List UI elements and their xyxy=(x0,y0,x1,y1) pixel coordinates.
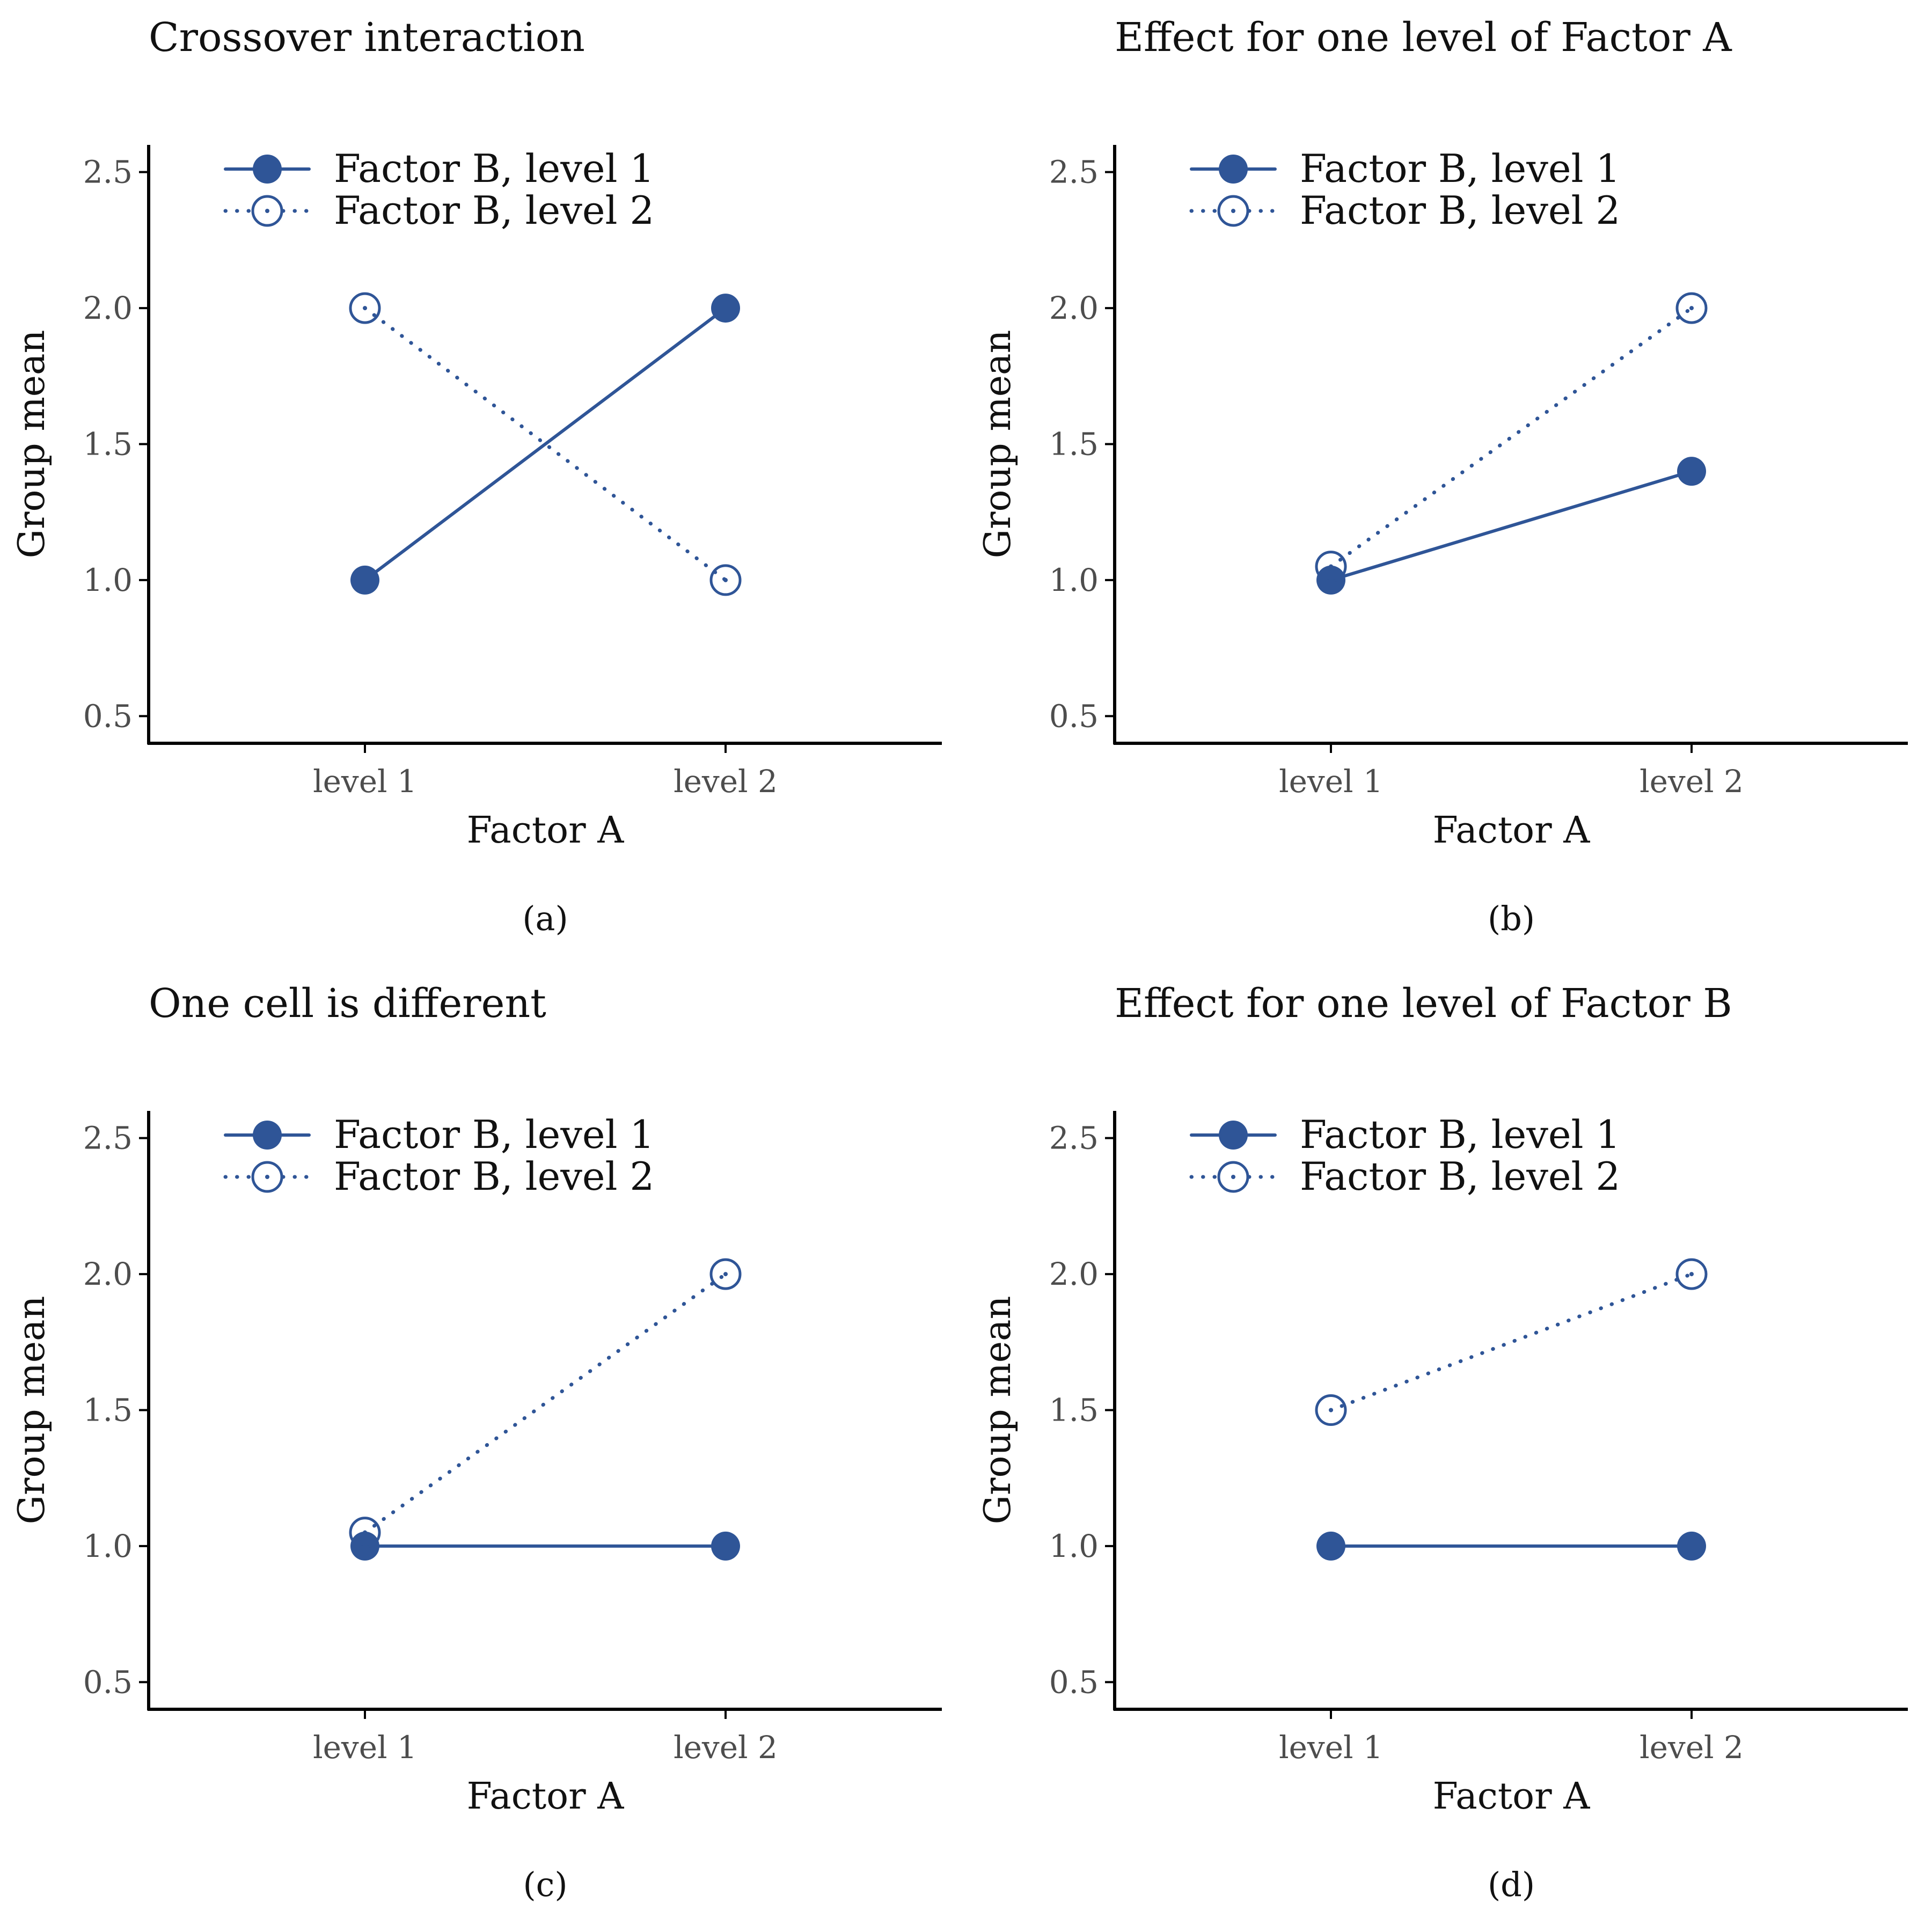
chart-panel-c: One cell is different 0.5 1.0 1.5 2.0 2.5 leve… xyxy=(0,966,966,1932)
x-tick-label: level 2 xyxy=(1640,763,1744,800)
series-line-2 xyxy=(1329,1272,1694,1412)
data-point-b2 xyxy=(1675,292,1708,324)
y-tick-label: 1.5 xyxy=(1049,1392,1099,1429)
y-tick-label: 0.5 xyxy=(1049,1664,1099,1700)
legend-label: Factor B, level 2 xyxy=(334,188,654,233)
y-tick-label: 2.0 xyxy=(83,290,133,326)
chart-svg: One cell is different 0.5 1.0 1.5 2.0 2.5 leve… xyxy=(11,980,942,1904)
x-tick-label: level 2 xyxy=(674,763,778,800)
series-line-2 xyxy=(1329,306,1694,569)
x-axis-title: Factor A xyxy=(1433,809,1591,852)
x-axis-title: Factor A xyxy=(467,809,625,852)
y-tick-label: 1.5 xyxy=(83,426,133,463)
x-axis-title: Factor A xyxy=(1433,1775,1591,1818)
chart-title: One cell is different xyxy=(149,980,546,1027)
data-point-b1 xyxy=(711,1531,740,1561)
y-tick-label: 2.0 xyxy=(1049,290,1099,326)
legend-label: Factor B, level 1 xyxy=(1300,1112,1620,1157)
series-line-1 xyxy=(1329,470,1693,582)
chart-panel-d: Effect for one level of Factor B 0.5 1.0 1.… xyxy=(966,966,1932,1932)
data-point-b2-center xyxy=(723,577,728,582)
chart-panel-b: Effect for one level of Factor A 0.5 1.0 1.… xyxy=(966,0,1932,966)
legend-marker-center xyxy=(265,1175,269,1179)
y-tick-label: 1.0 xyxy=(1049,562,1099,598)
data-point-b2-center xyxy=(723,1272,728,1277)
data-point-b2 xyxy=(1675,1258,1708,1290)
chart-title: Effect for one level of Factor A xyxy=(1115,14,1732,61)
y-tick-label: 2.5 xyxy=(1049,1120,1099,1157)
chart-title: Effect for one level of Factor B xyxy=(1115,980,1732,1027)
data-point-b1 xyxy=(350,565,379,595)
x-tick-label: level 1 xyxy=(1279,763,1383,800)
legend-label: Factor B, level 2 xyxy=(334,1154,654,1199)
data-point-b2 xyxy=(349,292,381,324)
data-point-b2-center xyxy=(1689,306,1694,311)
y-axis-title: Group mean xyxy=(11,1296,53,1525)
x-axis-title: Factor A xyxy=(467,1775,625,1818)
data-point-b2-center xyxy=(1329,1408,1333,1413)
data-point-b2-center xyxy=(363,1530,367,1535)
legend-marker-filled-icon xyxy=(1219,155,1248,184)
legend-label: Factor B, level 2 xyxy=(1300,188,1620,233)
y-tick-label: 1.5 xyxy=(83,1392,133,1429)
y-tick-label: 2.5 xyxy=(83,1120,133,1157)
legend-marker-center xyxy=(265,209,269,213)
x-tick-label: level 1 xyxy=(313,1729,417,1766)
data-point-b1 xyxy=(1677,1531,1706,1561)
series-line-2 xyxy=(363,1272,728,1535)
data-point-b2-center xyxy=(1689,1272,1694,1277)
chart-svg: Crossover interaction 0.5 1.0 1.5 2.0 2.5 leve… xyxy=(11,14,942,938)
legend-label: Factor B, level 2 xyxy=(1300,1154,1620,1199)
data-point-b2 xyxy=(1315,1394,1347,1426)
chart-svg: Effect for one level of Factor A 0.5 1.0 1.… xyxy=(977,14,1908,938)
legend-marker-filled-icon xyxy=(1219,1121,1248,1150)
y-tick-label: 2.0 xyxy=(1049,1256,1099,1292)
panel-caption: (b) xyxy=(1488,899,1535,938)
legend-label: Factor B, level 1 xyxy=(334,1112,654,1157)
series-line-1 xyxy=(363,306,727,582)
y-tick-label: 1.0 xyxy=(1049,1528,1099,1564)
panel-caption: (c) xyxy=(523,1865,567,1904)
y-tick-label: 1.5 xyxy=(1049,426,1099,463)
y-axis-title: Group mean xyxy=(977,1296,1019,1525)
data-point-b2 xyxy=(709,1258,742,1290)
y-axis-title: Group mean xyxy=(11,330,53,559)
chart-svg: Effect for one level of Factor B 0.5 1.0 1.… xyxy=(977,980,1908,1904)
data-point-b1 xyxy=(711,294,740,323)
data-point-b1 xyxy=(1316,1531,1345,1561)
chart-panel-a: Crossover interaction 0.5 1.0 1.5 2.0 2.5 leve… xyxy=(0,0,966,966)
data-point-b2 xyxy=(1315,551,1347,583)
y-tick-label: 1.0 xyxy=(83,562,133,598)
data-point-b2-center xyxy=(363,306,367,311)
data-point-b2 xyxy=(709,564,742,596)
legend-marker-center xyxy=(1231,1175,1235,1179)
x-tick-label: level 2 xyxy=(1640,1729,1744,1766)
legend-label: Factor B, level 1 xyxy=(1300,146,1620,191)
y-tick-label: 2.0 xyxy=(83,1256,133,1292)
y-tick-label: 0.5 xyxy=(1049,698,1099,734)
y-axis-title: Group mean xyxy=(977,330,1019,559)
data-point-b1 xyxy=(1677,457,1706,486)
legend-marker-center xyxy=(1231,209,1235,213)
y-tick-label: 2.5 xyxy=(83,154,133,191)
x-tick-label: level 1 xyxy=(313,763,417,800)
data-point-b2 xyxy=(349,1517,381,1549)
panel-caption: (a) xyxy=(522,899,568,938)
chart-title: Crossover interaction xyxy=(149,14,585,61)
legend-marker-filled-icon xyxy=(253,155,282,184)
y-tick-label: 0.5 xyxy=(83,698,133,734)
y-tick-label: 0.5 xyxy=(83,1664,133,1700)
y-tick-label: 1.0 xyxy=(83,1528,133,1564)
data-point-b2-center xyxy=(1329,564,1333,569)
panel-caption: (d) xyxy=(1488,1865,1535,1904)
x-tick-label: level 1 xyxy=(1279,1729,1383,1766)
legend-marker-filled-icon xyxy=(253,1121,282,1150)
legend-label: Factor B, level 1 xyxy=(334,146,654,191)
y-tick-label: 2.5 xyxy=(1049,154,1099,191)
x-tick-label: level 2 xyxy=(674,1729,778,1766)
